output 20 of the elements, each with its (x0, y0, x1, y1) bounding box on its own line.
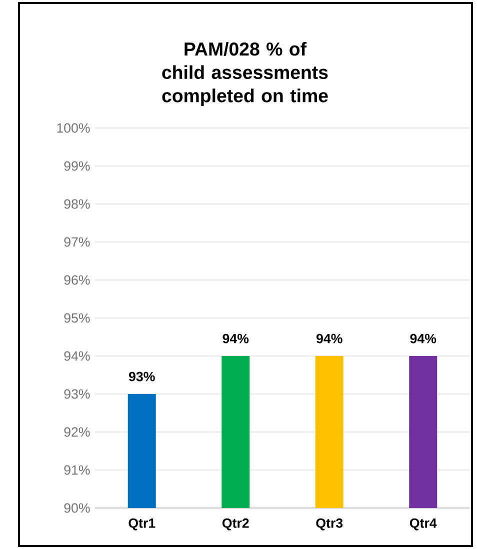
y-tick-label: 94% (64, 351, 90, 361)
y-tick-label: 98% (64, 199, 90, 209)
x-tick-label: Qtr1 (128, 518, 156, 530)
x-tick-label: Qtr3 (316, 518, 343, 530)
data-label: 93% (128, 372, 155, 382)
chart-title: PAM/028 % of child assessments completed on time (162, 42, 328, 106)
y-tick-label: 99% (64, 161, 90, 171)
x-tick-label: Qtr2 (222, 518, 249, 530)
y-tick-label: 93% (64, 389, 90, 399)
y-tick-label: 91% (64, 465, 90, 475)
y-tick-label: 95% (64, 313, 90, 323)
y-tick-label: 97% (64, 237, 90, 247)
y-tick-label: 90% (64, 503, 90, 513)
data-label: 94% (316, 334, 342, 344)
y-tick-label: 96% (64, 275, 90, 285)
x-tick-label: Qtr4 (410, 518, 437, 530)
y-tick-label: 100% (57, 123, 90, 133)
data-label: 94% (410, 334, 436, 344)
data-label: 94% (222, 334, 249, 344)
y-tick-label: 92% (64, 427, 90, 437)
